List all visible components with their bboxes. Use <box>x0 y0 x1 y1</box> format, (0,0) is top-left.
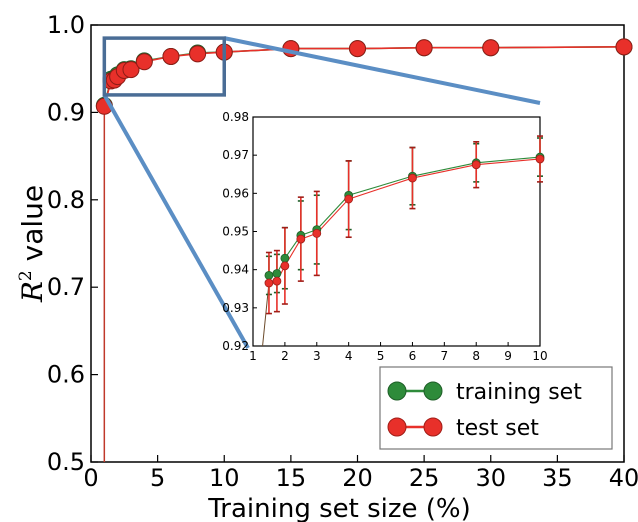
test-point <box>135 53 153 71</box>
x-tick-label: 35 <box>542 464 573 492</box>
legend: training set test set <box>379 366 613 450</box>
test-point <box>162 47 180 65</box>
y-axis-label: R2 value <box>16 185 49 303</box>
y-tick-label: 0.9 <box>47 98 85 126</box>
x-axis-label: Training set size (%) <box>207 494 471 522</box>
inset-x-tick-label: 8 <box>472 349 480 363</box>
x-tick-label: 10 <box>209 464 240 492</box>
x-tick-label: 5 <box>150 464 165 492</box>
inset-y-tick-label: 0.96 <box>222 186 249 200</box>
x-tick-label: 40 <box>609 464 638 492</box>
inset-x-tick-label: 3 <box>313 349 321 363</box>
test-point <box>615 38 633 56</box>
y-tick-label: 0.5 <box>47 448 85 476</box>
test-point <box>189 45 207 63</box>
x-tick-label: 30 <box>475 464 506 492</box>
inset-plot: 1 2 3 4 5 6 7 8 9 10 0.92 0.93 0.94 0.95 0.96 0.97 0.98 <box>222 110 547 363</box>
inset-x-tick-label: 7 <box>441 349 449 363</box>
inset-curve-rise <box>262 282 270 347</box>
legend-frame <box>379 366 613 450</box>
inset-test-point <box>312 229 322 238</box>
inset-x-tick-label: 9 <box>504 349 512 363</box>
inset-y-tick-label: 0.98 <box>222 110 249 124</box>
inset-x-tick-label: 5 <box>377 349 385 363</box>
x-tick-label: 25 <box>409 464 440 492</box>
inset-test-point <box>264 278 274 288</box>
inset-training-point <box>272 269 282 278</box>
y-tick-label: 0.8 <box>47 186 85 214</box>
zoom-indicator <box>102 36 541 349</box>
inset-y-tick-label: 0.94 <box>222 263 249 277</box>
y-tick-label: 0.7 <box>47 273 85 301</box>
legend-test-marker <box>387 417 443 437</box>
inset-y-tick-label: 0.92 <box>222 339 249 353</box>
inset-test-point <box>535 154 545 164</box>
y-tick-label: 0.6 <box>47 361 85 389</box>
inset-test-point <box>280 261 290 271</box>
inset-x-tick-label: 2 <box>281 349 289 363</box>
x-tick-label: 20 <box>342 464 373 492</box>
inset-y-tick-label: 0.93 <box>222 301 249 315</box>
test-point <box>482 39 500 57</box>
inset-test-point <box>471 160 481 170</box>
inset-x-tick-label: 6 <box>409 349 417 363</box>
inset-test-point <box>344 194 354 204</box>
inset-training-point <box>264 270 274 280</box>
zoom-box <box>102 36 226 97</box>
test-point <box>349 40 366 58</box>
x-tick-label: 0 <box>83 464 98 492</box>
inset-x-tick-label: 4 <box>345 349 353 363</box>
test-point <box>122 61 140 79</box>
y-tick-label: 1.0 <box>47 11 85 39</box>
inset-training-point <box>280 253 290 263</box>
inset-y-tick-label: 0.95 <box>222 225 249 239</box>
inset-test-point <box>272 276 282 286</box>
inset-x-tick-label: 1 <box>249 349 257 363</box>
inset-test-point <box>296 234 306 244</box>
test-point <box>415 39 433 57</box>
x-tick-label: 15 <box>276 464 307 492</box>
inset-test-point <box>408 173 417 183</box>
legend-training-label: training set <box>456 380 582 405</box>
zoom-connector-bottom <box>102 93 250 349</box>
inset-x-tick-label: 10 <box>532 349 547 363</box>
legend-training-marker <box>387 381 443 401</box>
inset-y-tick-label: 0.97 <box>222 148 249 162</box>
legend-test-label: test set <box>456 416 539 441</box>
zoom-connector-top <box>223 36 541 105</box>
inset-frame <box>252 116 541 347</box>
